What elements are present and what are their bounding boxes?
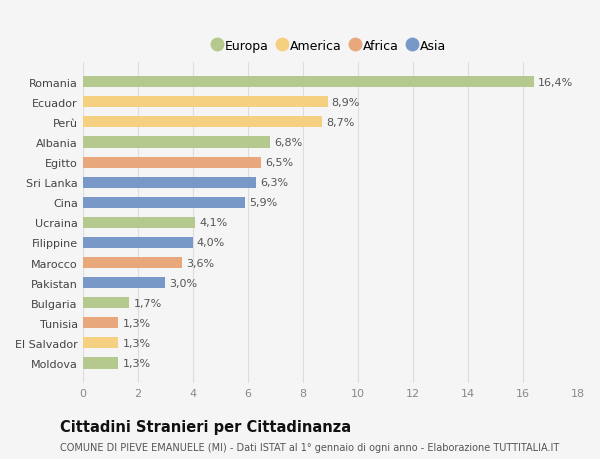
Text: 6,8%: 6,8% xyxy=(274,138,302,148)
Text: 6,5%: 6,5% xyxy=(266,158,294,168)
Bar xyxy=(83,77,534,88)
Bar xyxy=(83,97,328,108)
Text: 5,9%: 5,9% xyxy=(249,198,277,208)
Bar xyxy=(83,318,118,329)
Bar xyxy=(83,237,193,248)
Bar xyxy=(83,358,118,369)
Text: 6,3%: 6,3% xyxy=(260,178,288,188)
Text: 3,6%: 3,6% xyxy=(186,258,214,268)
Bar xyxy=(83,137,270,148)
Bar xyxy=(83,117,322,128)
Text: 8,9%: 8,9% xyxy=(332,98,360,107)
Text: 4,1%: 4,1% xyxy=(200,218,228,228)
Text: 1,7%: 1,7% xyxy=(134,298,162,308)
Bar xyxy=(83,197,245,208)
Bar xyxy=(83,177,256,188)
Bar xyxy=(83,338,118,349)
Bar xyxy=(83,297,130,308)
Text: 3,0%: 3,0% xyxy=(169,278,197,288)
Text: 1,3%: 1,3% xyxy=(122,318,151,328)
Legend: Europa, America, Africa, Asia: Europa, America, Africa, Asia xyxy=(210,37,451,57)
Text: COMUNE DI PIEVE EMANUELE (MI) - Dati ISTAT al 1° gennaio di ogni anno - Elaboraz: COMUNE DI PIEVE EMANUELE (MI) - Dati IST… xyxy=(60,442,559,452)
Bar xyxy=(83,278,165,289)
Text: 1,3%: 1,3% xyxy=(122,338,151,348)
Bar xyxy=(83,157,262,168)
Text: 4,0%: 4,0% xyxy=(197,238,225,248)
Text: 1,3%: 1,3% xyxy=(122,358,151,368)
Bar xyxy=(83,257,182,269)
Text: 16,4%: 16,4% xyxy=(538,78,573,88)
Bar xyxy=(83,218,196,229)
Text: Cittadini Stranieri per Cittadinanza: Cittadini Stranieri per Cittadinanza xyxy=(60,419,351,434)
Text: 8,7%: 8,7% xyxy=(326,118,355,128)
